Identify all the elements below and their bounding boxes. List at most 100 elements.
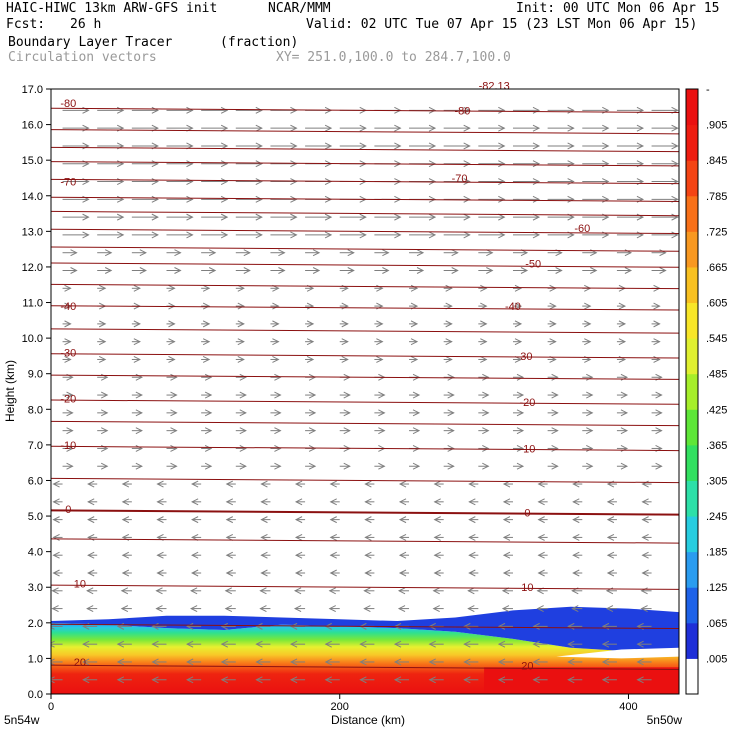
circulation-vector-head <box>359 676 367 684</box>
circulation-vector-head <box>567 178 575 185</box>
circulation-vector-head <box>567 195 575 203</box>
contour-label: -70 <box>60 177 76 189</box>
circulation-vector-head <box>412 391 421 399</box>
header-title-left: HAIC-HIWC 13km ARW-GFS init <box>6 1 218 16</box>
circulation-vector-head <box>290 231 298 239</box>
circulation-vector-head <box>82 231 90 239</box>
circulation-vector-head <box>463 178 471 185</box>
circulation-vector-head <box>606 498 615 506</box>
circulation-vector-head <box>86 587 94 595</box>
circulation-vector-head <box>116 640 125 648</box>
colorbar-swatch <box>686 622 698 659</box>
circulation-vector-head <box>516 391 525 399</box>
temperature-contour <box>51 210 679 217</box>
circulation-vector-head <box>655 409 663 417</box>
circulation-vector-head <box>433 569 441 577</box>
circulation-vector-head <box>572 498 580 506</box>
circulation-vector-head <box>451 267 459 274</box>
circulation-vector-head <box>306 302 315 310</box>
circulation-vector-head <box>463 142 471 150</box>
circulation-vector-head <box>294 533 303 541</box>
circulation-vector-head <box>121 480 130 488</box>
circulation-vector-head <box>655 462 663 470</box>
header-units: (fraction) <box>220 35 299 50</box>
colorbar-label: .185 <box>706 547 727 559</box>
circulation-vector-head <box>376 320 384 328</box>
circulation-vector-head <box>220 124 229 132</box>
circulation-vector-head <box>98 356 107 363</box>
circulation-vector-head <box>364 533 372 541</box>
circulation-vector-head <box>156 551 164 559</box>
contour-label: -50 <box>525 258 541 270</box>
temperature-contour-labels: -80 -80 -82.13 -70 -70 -60 -50 -40 -40 -30 -30 -20 -… <box>60 80 590 672</box>
circulation-vector-head <box>260 533 268 541</box>
circulation-vector-head <box>312 249 321 257</box>
circulation-vector-head <box>308 391 317 399</box>
circulation-vector-head <box>341 320 349 328</box>
header-xy: XY= 251.0,100.0 to 284.7,100.0 <box>276 50 511 65</box>
circulation-vector-head <box>378 391 386 399</box>
circulation-vector-head <box>486 267 494 274</box>
circulation-vector-head <box>290 213 298 221</box>
circulation-vector-head <box>120 587 129 595</box>
circulation-vector-head <box>329 569 337 577</box>
circulation-vector-head <box>671 213 679 221</box>
circulation-vector-head <box>468 551 476 559</box>
tracer-fill-surface <box>484 667 679 694</box>
circulation-vector-head <box>398 480 407 488</box>
circulation-vector-head <box>498 142 506 150</box>
y-tick-label: 16.0 <box>22 120 43 132</box>
circulation-vector-head <box>480 356 488 363</box>
circulation-vector-head <box>82 658 90 666</box>
circulation-vector-head <box>289 622 298 630</box>
circulation-vector-head <box>468 498 476 506</box>
circulation-vector-head <box>428 124 437 132</box>
circulation-vector-head <box>186 106 194 114</box>
circulation-vector-head <box>294 516 303 524</box>
circulation-vector-head <box>274 391 282 399</box>
circulation-vector-head <box>343 427 351 435</box>
circulation-vector-head <box>378 462 386 470</box>
circulation-vector-head <box>260 516 268 524</box>
circulation-vector-head <box>445 338 453 346</box>
circulation-vector-head <box>52 569 60 577</box>
circulation-vector-head <box>225 533 234 541</box>
circulation-vector-head <box>220 142 229 150</box>
temperature-contour <box>51 107 679 113</box>
circulation-vector-head <box>255 178 263 185</box>
y-axis: 0.0 1.0 2.0 3.0 4.0 5.0 6.0 7.0 8.0 9.0 10.0 11.0 12… <box>22 84 51 701</box>
y-tick-label: 4.0 <box>28 547 43 559</box>
circulation-vector-head <box>620 391 629 399</box>
circulation-vector-head <box>168 284 176 292</box>
circulation-vector-head <box>671 231 679 239</box>
circulation-vector-head <box>191 569 199 577</box>
circulation-vector-head <box>516 409 525 417</box>
circulation-vector-head <box>480 302 488 310</box>
circulation-vector-head <box>329 480 337 488</box>
circulation-vector-head <box>170 391 178 399</box>
circulation-vector-head <box>239 391 247 399</box>
colorbar-swatch <box>686 373 698 410</box>
circulation-vector-head <box>87 569 95 577</box>
circulation-vector-head <box>328 605 336 613</box>
circulation-vector-head <box>220 622 229 630</box>
y-tick-label: 13.0 <box>22 226 43 238</box>
circulation-vector-head <box>272 320 280 328</box>
circulation-vector-head <box>133 338 141 346</box>
circulation-vector-head <box>64 356 72 363</box>
circulation-vector-head <box>151 213 159 221</box>
circulation-vector-head <box>289 676 298 684</box>
contour-label: -30 <box>517 351 533 363</box>
circulation-vector-head <box>412 409 421 417</box>
circulation-vector-head <box>551 427 559 435</box>
circulation-vector-head <box>516 373 525 381</box>
circulation-vector-head <box>312 267 321 274</box>
circulation-vector-head <box>82 640 90 648</box>
circulation-vector-head <box>549 302 557 310</box>
circulation-vector-head <box>186 676 194 684</box>
circulation-vector-head <box>135 409 143 417</box>
circulation-vector-head <box>410 284 419 292</box>
circulation-vector-head <box>410 356 419 363</box>
circulation-vector-head <box>636 676 644 684</box>
contour-label: -70 <box>452 173 468 185</box>
